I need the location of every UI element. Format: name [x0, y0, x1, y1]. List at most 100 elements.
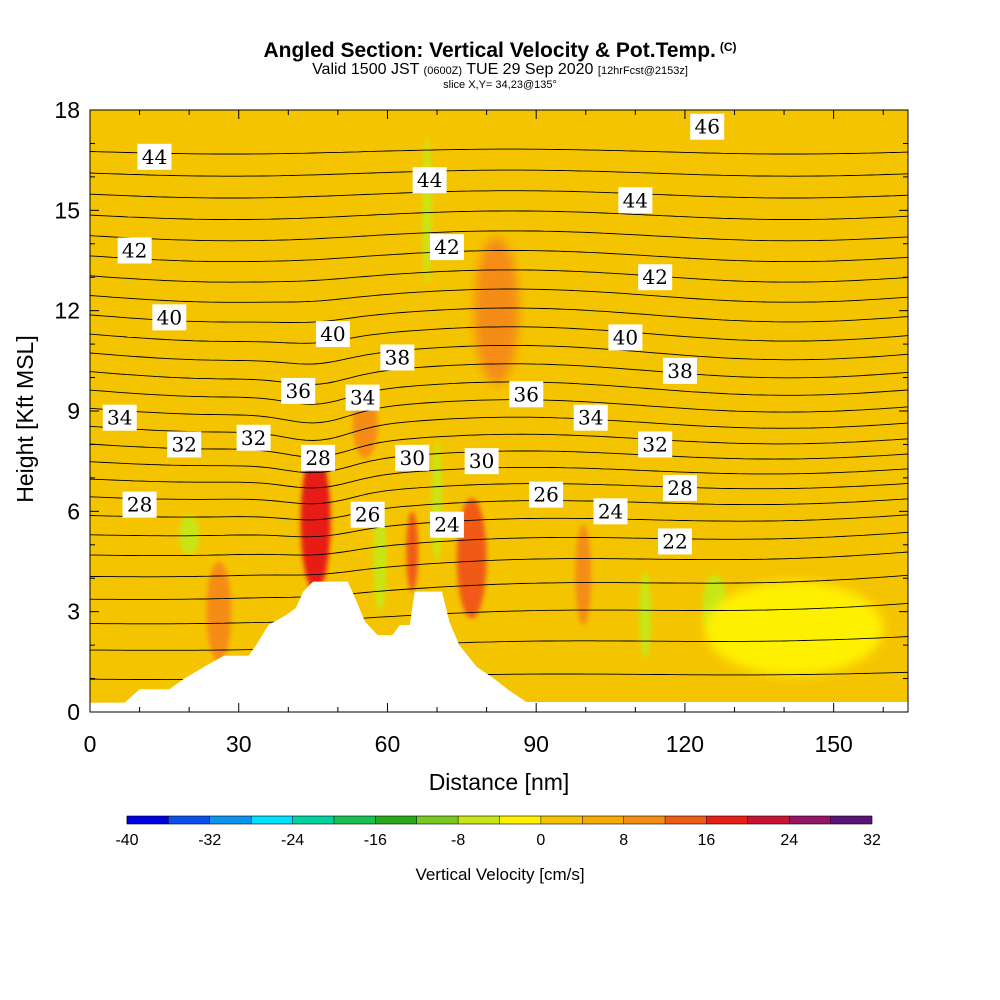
- valid-prefix: Valid 1500 JST: [312, 61, 420, 78]
- contour-label-text: 22: [662, 529, 687, 553]
- contour-label-text: 40: [613, 325, 638, 349]
- contour-label: 40: [315, 321, 350, 348]
- contour-label-text: 30: [400, 446, 425, 470]
- contour-label: 42: [117, 237, 152, 264]
- colorbar-swatch: [540, 816, 583, 824]
- contour-label-box: [412, 167, 447, 194]
- contour-labels: 46 44 44 44 42 42 42 40 40 40 38 38 36 36 34 34 34 32 32 32…: [102, 113, 725, 555]
- contour-label: 30: [395, 444, 430, 471]
- contour-label-text: 36: [285, 379, 310, 403]
- colorbar-swatch: [830, 816, 872, 824]
- contour-label-text: 40: [157, 305, 182, 329]
- contour-label-box: [122, 491, 157, 518]
- contour-label-text: 34: [578, 406, 603, 430]
- velocity-cell: [432, 441, 442, 562]
- contour-label-box: [236, 424, 271, 451]
- colorbar-title: Vertical Velocity [cm/s]: [415, 865, 584, 884]
- velocity-cell: [406, 511, 419, 592]
- contour-label-text: 42: [434, 235, 459, 259]
- colorbar-tick-label: 16: [698, 832, 716, 849]
- contour-label-box: [117, 237, 152, 264]
- colorbar-tick-label: -8: [451, 832, 465, 849]
- contour-label: 26: [529, 481, 564, 508]
- contour-label: 46: [690, 113, 725, 140]
- contour-label-text: 26: [533, 483, 558, 507]
- colorbar-tick-label: -24: [281, 832, 304, 849]
- theta-contour-line: [90, 210, 908, 221]
- forecast-info: [12hrFcst@2153z]: [597, 65, 688, 77]
- colorbar-swatch: [375, 816, 417, 824]
- velocity-cell: [474, 237, 519, 385]
- contour-label-box: [657, 528, 692, 555]
- velocity-cell: [639, 571, 652, 659]
- theta-contour-line: [90, 531, 908, 557]
- colorbar-swatch: [665, 816, 707, 824]
- contour-label-text: 34: [107, 406, 132, 430]
- theta-contour-line: [90, 433, 908, 458]
- contour-label-text: 24: [434, 513, 459, 537]
- contour-label-box: [301, 444, 336, 471]
- contour-label-text: 28: [667, 476, 692, 500]
- theta-contour-line: [90, 466, 908, 489]
- theta-contour-line: [90, 288, 908, 303]
- y-axis-title: Height [Kft MSL]: [12, 335, 38, 502]
- contour-label-text: 38: [667, 359, 692, 383]
- contour-label: 36: [281, 377, 316, 404]
- contour-label: 24: [429, 511, 464, 538]
- velocity-cell: [704, 581, 884, 676]
- theta-contour-line: [90, 230, 908, 242]
- terrain-profile: [90, 581, 908, 712]
- velocity-cell: [373, 504, 387, 612]
- x-tick-label: 60: [375, 731, 401, 757]
- contour-label: 28: [301, 444, 336, 471]
- velocity-cell: [300, 451, 331, 592]
- contour-label-box: [662, 357, 697, 384]
- colorbar-swatch: [623, 816, 666, 824]
- contour-label-box: [102, 404, 137, 431]
- contour-label-box: [509, 381, 544, 408]
- velocity-cell: [575, 524, 592, 626]
- contour-label-box: [152, 304, 187, 331]
- contour-label: 38: [380, 344, 415, 371]
- colorbar-tick-label: 32: [863, 832, 881, 849]
- velocity-cell: [422, 136, 432, 284]
- slice-info: slice X,Y= 34,23@135°: [443, 79, 557, 91]
- contour-label-box: [690, 113, 725, 140]
- contour-label-text: 38: [385, 345, 410, 369]
- contour-label-box: [345, 384, 380, 411]
- y-tick-label: 0: [67, 699, 80, 725]
- colorbar-swatch: [127, 816, 169, 824]
- contour-label-text: 40: [320, 322, 345, 346]
- theta-contour-line: [90, 574, 908, 600]
- contour-label: 38: [662, 357, 697, 384]
- contour-label-box: [608, 324, 643, 351]
- contour-label-text: 32: [171, 432, 196, 456]
- x-tick-label: 0: [84, 731, 97, 757]
- contour-label-text: 24: [598, 499, 623, 523]
- contour-label-box: [662, 474, 697, 501]
- contour-label-text: 28: [305, 446, 330, 470]
- contour-label-text: 46: [694, 115, 719, 139]
- colorbar-swatch: [292, 816, 334, 824]
- velocity-cell: [456, 497, 487, 619]
- contour-label: 40: [152, 304, 187, 331]
- velocity-cell: [179, 514, 200, 555]
- colorbar: -40 -32 -24 -16 -8 0 8 16 24 32: [115, 815, 881, 849]
- colorbar-swatch: [789, 816, 831, 824]
- contour-label: 44: [137, 143, 172, 170]
- colorbar-tick-label: 24: [780, 832, 798, 849]
- contour-label-box: [529, 481, 564, 508]
- contour-label: 34: [345, 384, 380, 411]
- x-tick-label: 150: [814, 731, 852, 757]
- contour-label-text: 36: [514, 382, 539, 406]
- contour-label-box: [380, 344, 415, 371]
- y-tick-label: 9: [67, 398, 80, 424]
- contour-label: 32: [638, 431, 673, 458]
- contour-label: 34: [573, 404, 608, 431]
- contour-label-text: 44: [417, 168, 442, 192]
- contour-label: 32: [167, 431, 202, 458]
- copyright-mark: (C): [719, 40, 737, 54]
- colorbar-swatch: [333, 816, 376, 824]
